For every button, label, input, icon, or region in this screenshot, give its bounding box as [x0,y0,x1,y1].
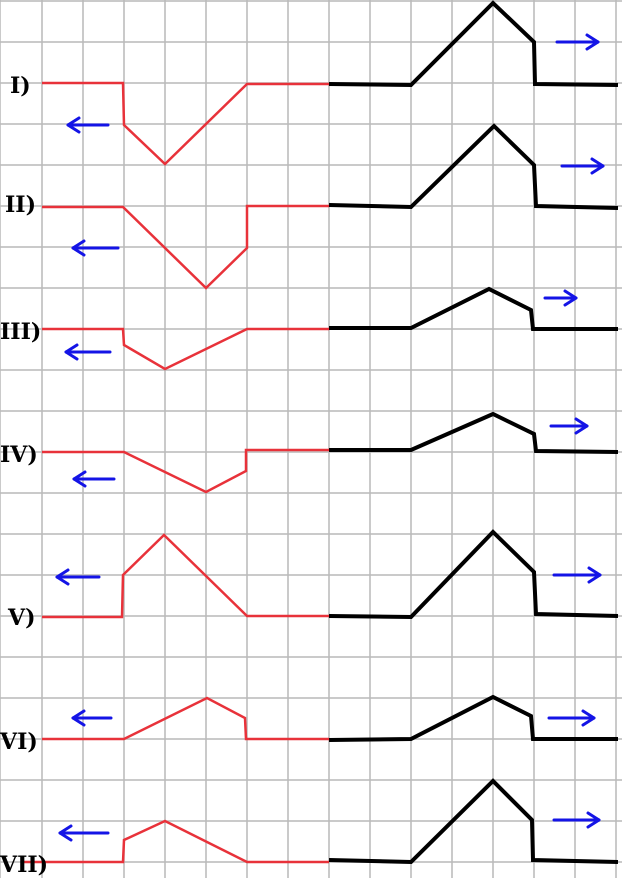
pulse-row: I) [10,0,619,166]
left-pulse-wave [42,81,329,166]
left-pulse-wave [42,327,329,371]
right-pulse-wave [328,694,618,742]
left-arrow-icon [58,824,110,842]
left-pulse-wave [42,533,329,619]
pulse-row: V) [7,529,619,631]
row-label: V) [7,605,35,631]
left-arrow-icon [71,709,113,727]
row-label: VI) [0,729,38,755]
right-arrow-icon [543,289,578,307]
right-pulse-wave [328,778,619,865]
pulse-row: VI) [0,694,618,755]
right-arrow-icon [552,811,601,829]
right-arrow-icon [555,33,600,51]
row-label: VII) [0,852,48,878]
left-arrow-icon [64,343,112,361]
right-pulse-wave [328,123,619,210]
pulse-row: II) [5,123,619,290]
row-label: II) [5,192,36,218]
left-arrow-icon [55,568,101,586]
right-pulse-wave [329,411,619,454]
left-pulse-wave [42,204,329,290]
pulse-row: IV) [0,411,619,494]
row-label: I) [10,73,31,99]
right-arrow-icon [549,417,589,435]
pulse-row: III) [0,286,618,371]
pulse-row: VII) [0,778,619,878]
left-arrow-icon [71,239,120,257]
right-pulse-wave [328,0,619,88]
right-arrow-icon [560,157,605,175]
right-pulse-wave [329,286,618,331]
right-arrow-icon [547,709,596,727]
left-arrow-icon [72,470,116,488]
left-arrow-icon [66,116,110,134]
right-arrow-icon [552,566,602,584]
row-label: III) [0,319,41,345]
left-pulse-wave [42,696,329,741]
row-label: IV) [0,442,38,468]
left-pulse-wave [22,819,329,864]
right-pulse-wave [328,529,619,620]
left-pulse-wave [42,448,329,494]
